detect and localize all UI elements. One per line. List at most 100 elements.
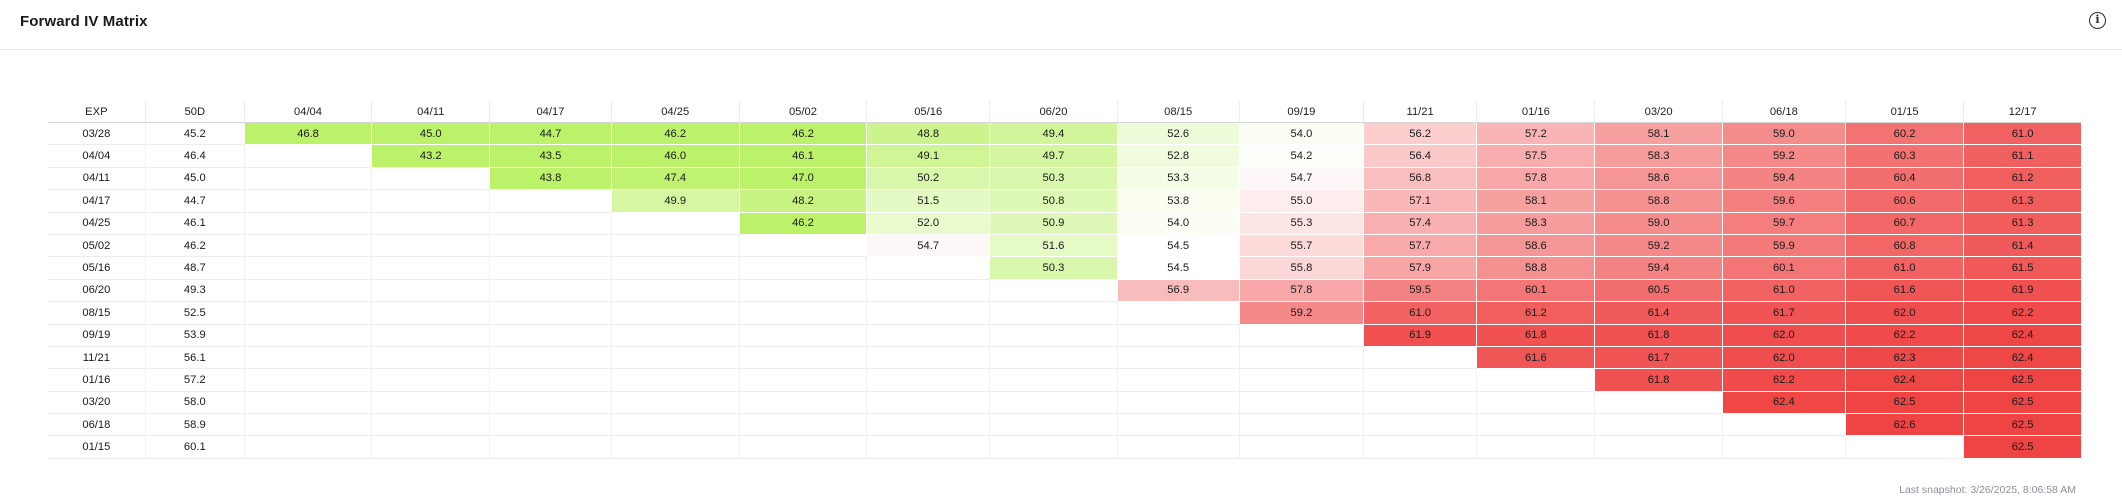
empty-cell bbox=[371, 324, 490, 347]
forward-iv-table: EXP 50D 04/04 04/11 04/17 04/25 05/02 05/16 06/2… bbox=[48, 101, 2081, 459]
table-row: 04/04 46.4 43.2 43.5 46.0 46.1 49.1 49.7 52.8 54.… bbox=[48, 144, 2081, 168]
empty-cell bbox=[489, 391, 612, 415]
iv-cell: 61.6 bbox=[1844, 279, 1964, 303]
iv-cell: 46.1 bbox=[738, 144, 867, 168]
iv-cell: 55.8 bbox=[1238, 256, 1364, 280]
iv-cell: 61.3 bbox=[1963, 189, 2081, 213]
empty-cell bbox=[989, 368, 1118, 392]
info-icon[interactable]: i bbox=[2089, 12, 2106, 29]
empty-cell bbox=[989, 324, 1118, 347]
empty-cell bbox=[610, 391, 740, 415]
iv-cell: 50.8 bbox=[989, 189, 1118, 213]
table-row: 03/28 45.2 46.8 45.0 44.7 46.2 46.2 48.8 49.4 52.… bbox=[48, 122, 2081, 146]
column-header-date[interactable]: 04/17 bbox=[489, 101, 612, 123]
iv-cell: 57.2 bbox=[1476, 122, 1595, 146]
iv-cell: 60.2 bbox=[1844, 122, 1964, 146]
row-exp-label: 03/20 bbox=[48, 391, 146, 415]
iv-cell: 43.2 bbox=[371, 144, 490, 168]
column-header-50d[interactable]: 50D bbox=[144, 101, 245, 123]
iv-cell: 61.0 bbox=[1963, 122, 2081, 146]
empty-cell bbox=[243, 279, 372, 303]
iv-cell: 43.5 bbox=[489, 144, 612, 168]
empty-cell bbox=[1476, 435, 1595, 459]
column-header-date[interactable]: 11/21 bbox=[1363, 101, 1477, 123]
iv-cell: 62.0 bbox=[1844, 301, 1964, 325]
iv-cell: 48.2 bbox=[738, 189, 867, 213]
iv-cell: 46.2 bbox=[610, 122, 740, 146]
empty-cell bbox=[371, 189, 490, 213]
column-header-date[interactable]: 03/20 bbox=[1594, 101, 1723, 123]
iv-cell: 62.5 bbox=[1963, 413, 2081, 437]
empty-cell bbox=[371, 279, 490, 303]
iv-cell: 62.4 bbox=[1963, 324, 2081, 347]
iv-cell: 46.2 bbox=[738, 212, 867, 235]
empty-cell bbox=[243, 256, 372, 280]
empty-cell bbox=[610, 301, 740, 325]
empty-cell bbox=[610, 435, 740, 459]
empty-cell bbox=[738, 301, 867, 325]
iv-cell: 46.2 bbox=[738, 122, 867, 146]
column-header-date[interactable]: 09/19 bbox=[1238, 101, 1364, 123]
iv-cell: 61.4 bbox=[1963, 234, 2081, 258]
iv-cell: 62.0 bbox=[1721, 346, 1846, 370]
table-row: 08/15 52.5 59.2 61.0 61.2 61.4 61.7 62.0 62.2 bbox=[48, 301, 2081, 325]
iv-cell: 49.1 bbox=[866, 144, 990, 168]
empty-cell bbox=[489, 234, 612, 258]
iv-cell: 61.9 bbox=[1963, 279, 2081, 303]
iv-cell: 56.8 bbox=[1363, 167, 1477, 191]
empty-cell bbox=[371, 167, 490, 191]
column-header-date[interactable]: 06/18 bbox=[1721, 101, 1846, 123]
column-header-date[interactable]: 01/16 bbox=[1476, 101, 1595, 123]
empty-cell bbox=[371, 256, 490, 280]
column-header-date[interactable]: 04/25 bbox=[610, 101, 740, 123]
iv-cell: 62.5 bbox=[1963, 368, 2081, 392]
empty-cell bbox=[1238, 368, 1364, 392]
empty-cell bbox=[489, 413, 612, 437]
iv-cell: 62.4 bbox=[1963, 346, 2081, 370]
row-exp-label: 05/02 bbox=[48, 234, 146, 258]
table-row: 05/02 46.2 54.7 51.6 54.5 55.7 57.7 58.6 59.2 59.… bbox=[48, 234, 2081, 258]
empty-cell bbox=[738, 234, 867, 258]
empty-cell bbox=[1476, 391, 1595, 415]
row-50d-value: 60.1 bbox=[144, 435, 245, 459]
table-body: 03/28 45.2 46.8 45.0 44.7 46.2 46.2 48.8 49.4 52.… bbox=[48, 122, 2081, 459]
empty-cell bbox=[1238, 413, 1364, 437]
table-row: 11/21 56.1 61.6 61.7 62.0 62.3 62.4 bbox=[48, 346, 2081, 370]
empty-cell bbox=[489, 189, 612, 213]
iv-cell: 58.3 bbox=[1476, 212, 1595, 235]
table-row: 04/11 45.0 43.8 47.4 47.0 50.2 50.3 53.3 54.7 56.… bbox=[48, 167, 2081, 191]
column-header-date[interactable]: 08/15 bbox=[1116, 101, 1240, 123]
iv-cell: 59.9 bbox=[1721, 234, 1846, 258]
iv-cell: 58.8 bbox=[1476, 256, 1595, 280]
iv-cell: 57.7 bbox=[1363, 234, 1477, 258]
empty-cell bbox=[371, 234, 490, 258]
column-header-date[interactable]: 04/04 bbox=[243, 101, 372, 123]
iv-cell: 61.2 bbox=[1476, 301, 1595, 325]
empty-cell bbox=[866, 368, 990, 392]
empty-cell bbox=[1363, 368, 1477, 392]
column-header-date[interactable]: 12/17 bbox=[1963, 101, 2081, 123]
table-row: 01/15 60.1 62.5 bbox=[48, 435, 2081, 459]
iv-cell: 58.6 bbox=[1476, 234, 1595, 258]
empty-cell bbox=[866, 256, 990, 280]
iv-cell: 61.0 bbox=[1844, 256, 1964, 280]
iv-cell: 59.2 bbox=[1721, 144, 1846, 168]
column-header-date[interactable]: 05/16 bbox=[866, 101, 990, 123]
iv-cell: 49.7 bbox=[989, 144, 1118, 168]
iv-cell: 54.5 bbox=[1116, 234, 1240, 258]
column-header-date[interactable]: 01/15 bbox=[1844, 101, 1964, 123]
info-glyph: i bbox=[2095, 13, 2100, 26]
iv-cell: 57.1 bbox=[1363, 189, 1477, 213]
empty-cell bbox=[1721, 435, 1846, 459]
row-50d-value: 57.2 bbox=[144, 368, 245, 392]
column-header-date[interactable]: 04/11 bbox=[371, 101, 490, 123]
iv-cell: 49.4 bbox=[989, 122, 1118, 146]
row-50d-value: 45.2 bbox=[144, 122, 245, 146]
empty-cell bbox=[610, 212, 740, 235]
row-50d-value: 45.0 bbox=[144, 167, 245, 191]
column-header-exp[interactable]: EXP bbox=[48, 101, 146, 123]
column-header-date[interactable]: 05/02 bbox=[738, 101, 867, 123]
empty-cell bbox=[610, 256, 740, 280]
column-header-date[interactable]: 06/20 bbox=[989, 101, 1118, 123]
